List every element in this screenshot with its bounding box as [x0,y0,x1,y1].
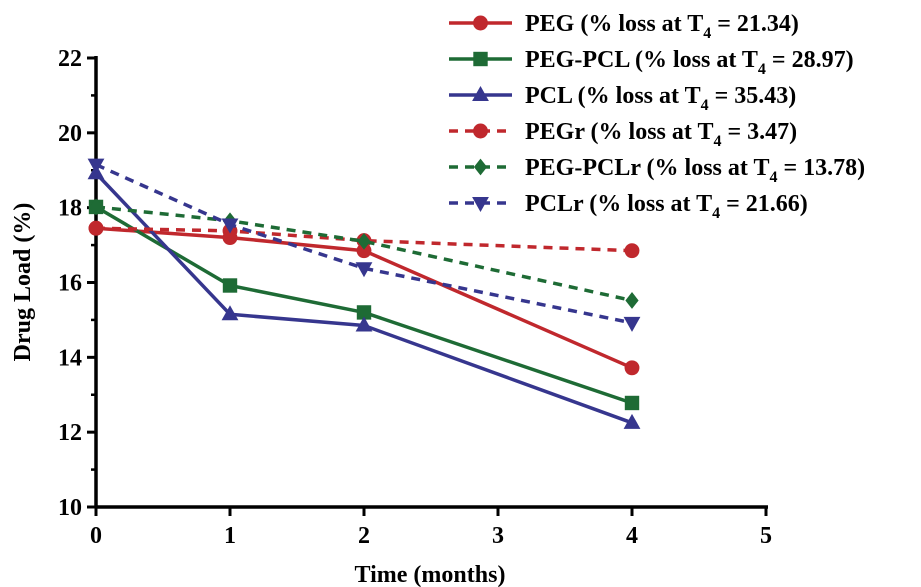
legend-label: PCL (% loss at T4 = 35.43) [525,83,796,114]
legend-item-2: PEG-PCL (% loss at T4 = 28.97) [449,47,854,78]
data-point [221,305,239,321]
data-point [87,158,105,174]
x-tick-label: 0 [90,523,102,549]
series-line [95,205,633,303]
y-tick-label: 22 [58,46,82,72]
data-point [88,220,104,236]
x-tick-label: 5 [760,523,772,549]
legend-label: PEG (% loss at T4 = 21.34) [525,11,799,42]
y-tick-label: 20 [58,121,82,147]
data-point [355,262,373,278]
data-point [356,305,372,320]
data-point [222,278,238,293]
y-tick-label: 10 [58,495,82,521]
data-point [221,218,239,234]
legend-item-4: PEGr (% loss at T4 = 3.47) [449,119,797,150]
series-line [95,226,633,253]
data-point [472,86,489,101]
y-tick-label: 18 [58,196,82,222]
legend-label: PEG-PCL (% loss at T4 = 28.97) [525,47,854,78]
data-point [472,197,489,212]
series-line [95,226,633,370]
y-tick-label: 14 [58,345,82,371]
x-axis-title: Time (months) [355,562,506,587]
legend-item-5: PEG-PCLr (% loss at T4 = 13.78) [449,155,865,186]
legend-label: PEG-PCLr (% loss at T4 = 13.78) [525,155,865,186]
data-point [355,316,373,332]
x-tick-label: 4 [626,523,638,549]
series-6 [87,158,641,332]
data-point [357,232,371,250]
series-layer [87,158,641,429]
data-point [473,51,488,67]
series-line [94,172,633,425]
legend-item-1: PEG (% loss at T4 = 21.34) [449,11,799,42]
series-line [95,163,633,325]
legend-item-6: PCLr (% loss at T4 = 21.66) [449,191,808,222]
data-point [623,316,641,332]
x-tick-label: 2 [358,523,370,549]
data-point [624,395,640,411]
legend-label: PCLr (% loss at T4 = 21.66) [525,191,808,222]
data-point [624,243,640,259]
data-point [473,123,488,139]
series-2 [88,199,640,411]
legend-item-3: PCL (% loss at T4 = 35.43) [449,83,796,114]
data-point [625,292,639,309]
series-3 [87,164,641,429]
data-point [624,360,640,376]
x-tick-label: 3 [492,523,504,549]
x-tick-label: 1 [224,523,236,549]
data-point [623,413,641,429]
y-tick-label: 12 [58,420,82,446]
data-point [473,15,488,31]
y-axis-title: Drug Load (%) [10,203,36,362]
data-point [473,158,488,176]
legend: PEG (% loss at T4 = 21.34) PEG-PCL (% los… [449,11,865,222]
data-point [89,198,103,216]
series-5 [89,198,639,309]
y-tick-label: 16 [58,271,82,297]
legend-label: PEGr (% loss at T4 = 3.47) [525,119,797,150]
